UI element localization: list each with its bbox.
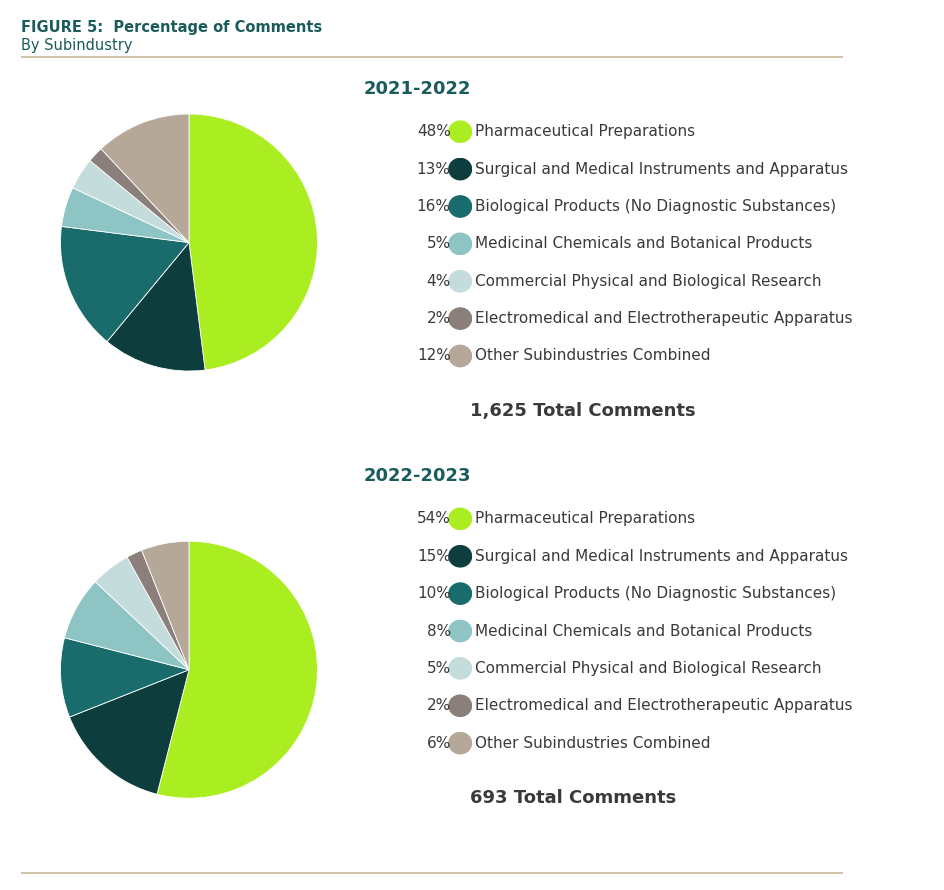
Circle shape [448,620,471,642]
Wedge shape [189,114,317,370]
Circle shape [448,732,471,754]
Text: Surgical and Medical Instruments and Apparatus: Surgical and Medical Instruments and App… [475,549,848,563]
Circle shape [448,695,471,716]
Text: 6%: 6% [426,736,450,750]
Text: Other Subindustries Combined: Other Subindustries Combined [475,349,710,363]
Text: Surgical and Medical Instruments and Apparatus: Surgical and Medical Instruments and App… [475,162,848,176]
Circle shape [448,158,471,180]
Wedge shape [73,160,189,242]
Text: 48%: 48% [416,125,450,139]
Text: Other Subindustries Combined: Other Subindustries Combined [475,736,710,750]
Text: 2022-2023: 2022-2023 [363,467,471,485]
Text: Medicinal Chemicals and Botanical Products: Medicinal Chemicals and Botanical Produc… [475,237,812,251]
Text: Pharmaceutical Preparations: Pharmaceutical Preparations [475,125,695,139]
Wedge shape [60,226,189,342]
Circle shape [448,546,471,567]
Text: 5%: 5% [426,661,450,676]
Text: 1,625 Total Comments: 1,625 Total Comments [469,402,695,420]
Text: 13%: 13% [416,162,450,176]
Wedge shape [101,114,189,242]
Text: Commercial Physical and Biological Research: Commercial Physical and Biological Resea… [475,274,821,288]
Text: 10%: 10% [416,587,450,601]
Circle shape [448,308,471,329]
Text: 8%: 8% [426,624,450,638]
Wedge shape [95,557,189,669]
Text: Medicinal Chemicals and Botanical Products: Medicinal Chemicals and Botanical Produc… [475,624,812,638]
Text: 16%: 16% [416,199,450,214]
Circle shape [448,345,471,367]
Text: 54%: 54% [416,512,450,526]
Text: Pharmaceutical Preparations: Pharmaceutical Preparations [475,512,695,526]
Text: 2021-2022: 2021-2022 [363,80,471,98]
Wedge shape [70,669,189,794]
Circle shape [448,271,471,292]
Text: 12%: 12% [416,349,450,363]
Wedge shape [61,188,189,242]
Wedge shape [126,550,189,669]
Text: 693 Total Comments: 693 Total Comments [469,789,675,807]
Wedge shape [90,149,189,242]
Text: 4%: 4% [426,274,450,288]
Wedge shape [60,638,189,717]
Text: 2%: 2% [426,699,450,713]
Text: 2%: 2% [426,312,450,326]
Circle shape [448,196,471,217]
Text: FIGURE 5:  Percentage of Comments: FIGURE 5: Percentage of Comments [21,20,322,35]
Wedge shape [142,541,189,669]
Circle shape [448,583,471,604]
Circle shape [448,658,471,679]
Text: 5%: 5% [426,237,450,251]
Text: Electromedical and Electrotherapeutic Apparatus: Electromedical and Electrotherapeutic Ap… [475,312,851,326]
Text: Commercial Physical and Biological Research: Commercial Physical and Biological Resea… [475,661,821,676]
Text: Electromedical and Electrotherapeutic Apparatus: Electromedical and Electrotherapeutic Ap… [475,699,851,713]
Text: Biological Products (No Diagnostic Substances): Biological Products (No Diagnostic Subst… [475,199,835,214]
Text: Biological Products (No Diagnostic Substances): Biological Products (No Diagnostic Subst… [475,587,835,601]
Circle shape [448,233,471,255]
Text: 15%: 15% [416,549,450,563]
Circle shape [448,121,471,142]
Wedge shape [107,242,205,371]
Text: By Subindustry: By Subindustry [21,38,132,53]
Wedge shape [157,541,317,798]
Circle shape [448,508,471,530]
Wedge shape [64,582,189,669]
